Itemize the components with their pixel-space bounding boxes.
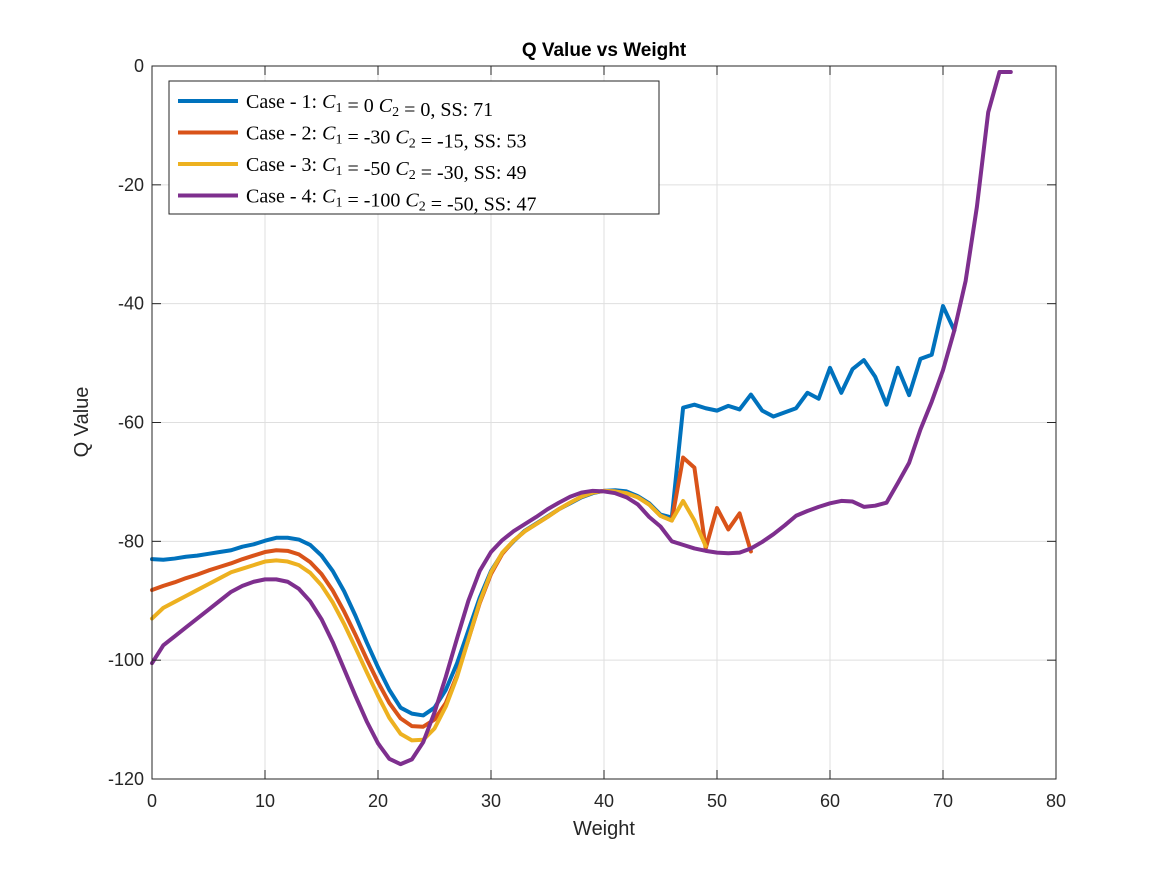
x-tick-label: 40 (594, 791, 614, 811)
legend-label-case-3: Case - 3: C1 = -50 C2 = -30, SS: 49 (246, 154, 526, 184)
y-tick-label: -20 (118, 175, 144, 195)
series-lines (150, 69, 1013, 767)
chart-title: Q Value vs Weight (522, 40, 687, 61)
legend-label-case-1: Case - 1: C1 = 0 C2 = 0, SS: 71 (246, 91, 493, 121)
x-tick-label: 10 (255, 791, 275, 811)
y-tick-label: -60 (118, 413, 144, 433)
y-tick-label: -80 (118, 531, 144, 551)
x-tick-label: 30 (481, 791, 501, 811)
y-tick-label: -40 (118, 294, 144, 314)
y-axis-label: Q Value (71, 387, 93, 458)
series-line-case-4 (150, 69, 1013, 767)
tick-marks (151, 65, 1057, 780)
x-tick-label: 70 (933, 791, 953, 811)
x-tick-label: 20 (368, 791, 388, 811)
legend-label-case-4: Case - 4: C1 = -100 C2 = -50, SS: 47 (246, 186, 536, 216)
x-tick-label: 50 (707, 791, 727, 811)
y-tick-label: -100 (108, 650, 144, 670)
y-tick-label: -120 (108, 769, 144, 789)
x-tick-label: 80 (1046, 791, 1066, 811)
x-axis-label: Weight (573, 818, 635, 840)
legend-box (168, 80, 660, 215)
x-tick-label: 60 (820, 791, 840, 811)
tick-labels: 0 10 20 30 40 50 60 70 80 0 -20 -40 -60 -80 -100 -120 (108, 56, 1066, 811)
legend-label-case-2: Case - 2: C1 = -30 C2 = -15, SS: 53 (246, 123, 526, 153)
x-tick-label: 0 (147, 791, 157, 811)
y-tick-label: 0 (134, 56, 144, 76)
